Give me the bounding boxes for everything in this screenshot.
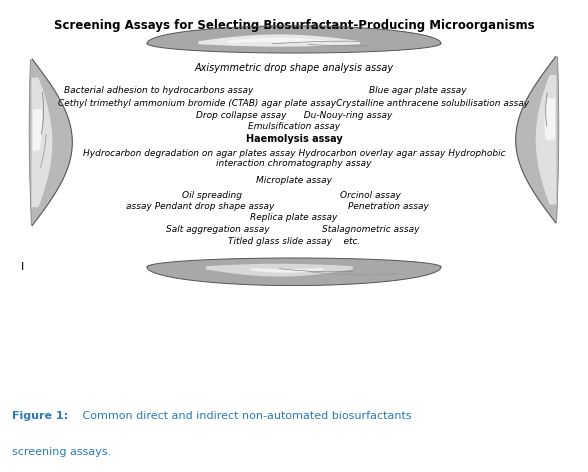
- Polygon shape: [544, 98, 555, 140]
- Text: Emulsification assay: Emulsification assay: [248, 122, 340, 131]
- Text: Salt aggregation assay: Salt aggregation assay: [166, 226, 269, 235]
- Text: Axisymmetric drop shape analysis assay: Axisymmetric drop shape analysis assay: [195, 63, 393, 73]
- Polygon shape: [206, 264, 353, 277]
- Text: I: I: [21, 262, 24, 272]
- Polygon shape: [147, 26, 441, 53]
- Polygon shape: [536, 75, 556, 204]
- Text: Drop collapse assay      Du-Nouy-ring assay: Drop collapse assay Du-Nouy-ring assay: [196, 110, 392, 120]
- Text: Haemolysis assay: Haemolysis assay: [246, 134, 342, 143]
- Polygon shape: [33, 109, 42, 151]
- Polygon shape: [516, 57, 559, 223]
- Text: Blue agar plate assay: Blue agar plate assay: [369, 86, 466, 95]
- Text: Oil spreading: Oil spreading: [182, 191, 242, 200]
- Text: Titled glass slide assay    etc.: Titled glass slide assay etc.: [228, 237, 360, 246]
- Polygon shape: [250, 268, 323, 273]
- Text: Screening Assays for Selecting Biosurfactant-Producing Microorganisms: Screening Assays for Selecting Biosurfac…: [54, 19, 534, 32]
- Text: Microplate assay: Microplate assay: [256, 177, 332, 185]
- Polygon shape: [228, 38, 330, 42]
- Text: Cethyl trimethyl ammonium bromide (CTAB) agar plate assayCrystalline anthracene : Cethyl trimethyl ammonium bromide (CTAB)…: [58, 99, 530, 108]
- Polygon shape: [29, 59, 72, 226]
- Polygon shape: [199, 34, 360, 47]
- Polygon shape: [147, 258, 441, 286]
- Text: screening assays.: screening assays.: [12, 447, 111, 456]
- Text: interaction chromatography assay: interaction chromatography assay: [216, 160, 372, 169]
- Text: Penetration assay: Penetration assay: [348, 202, 429, 211]
- Text: Bacterial adhesion to hydrocarbons assay: Bacterial adhesion to hydrocarbons assay: [64, 86, 253, 95]
- Text: Figure 1:: Figure 1:: [12, 411, 68, 421]
- Text: assay Pendant drop shape assay: assay Pendant drop shape assay: [126, 202, 274, 211]
- Text: Orcinol assay: Orcinol assay: [340, 191, 401, 200]
- Text: Common direct and indirect non-automated biosurfactants: Common direct and indirect non-automated…: [79, 411, 412, 421]
- Polygon shape: [32, 77, 52, 207]
- Text: Hydrocarbon degradation on agar plates assay Hydrocarbon overlay agar assay Hydr: Hydrocarbon degradation on agar plates a…: [83, 149, 505, 158]
- Text: Stalagnometric assay: Stalagnometric assay: [322, 226, 419, 235]
- Text: Replica plate assay: Replica plate assay: [250, 213, 338, 222]
